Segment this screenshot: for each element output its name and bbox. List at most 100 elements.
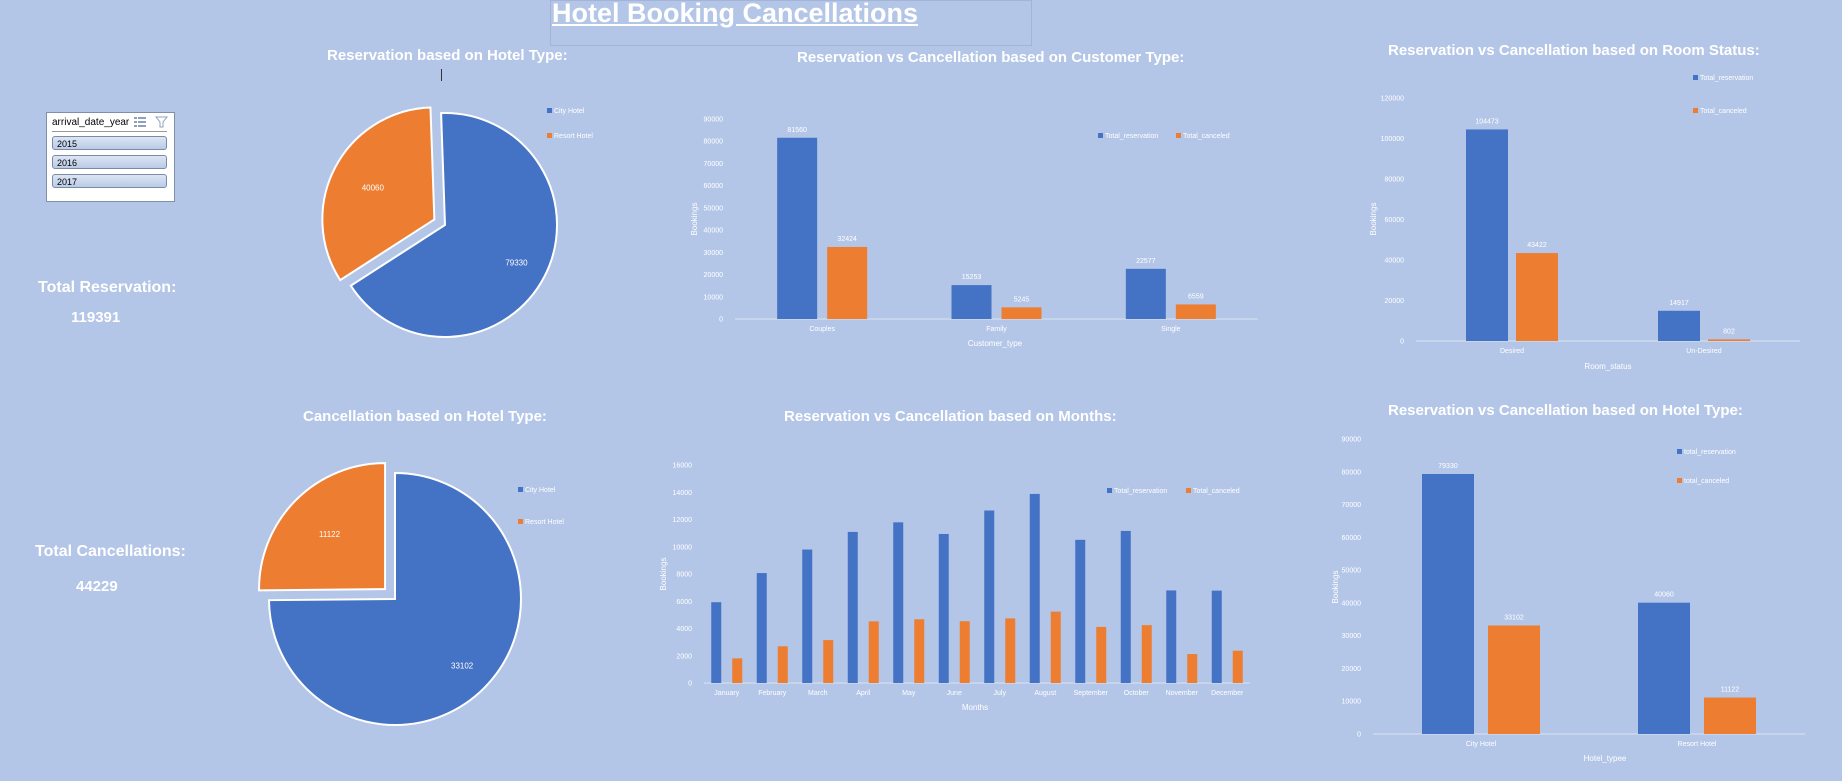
y-tick-label: 60000 xyxy=(704,183,724,190)
bar-total_reservation-resort-hotel xyxy=(1638,602,1690,734)
pie-slice-resort-hotel xyxy=(321,106,436,282)
y-tick-label: 60000 xyxy=(1342,535,1362,542)
y-tick-label: 20000 xyxy=(704,272,724,279)
bar-total_reservation-city-hotel xyxy=(1422,473,1474,734)
y-tick-label: 20000 xyxy=(1342,666,1362,673)
y-tick-label: 70000 xyxy=(1342,502,1362,509)
pie-slice-city-hotel xyxy=(267,471,522,726)
slicer-item-2016[interactable]: 2016 xyxy=(52,155,167,169)
bar-total_canceled-january xyxy=(732,658,743,683)
legend-label: Total_reservation xyxy=(1105,133,1158,140)
x-category-label: June xyxy=(947,690,962,697)
x-category-label: April xyxy=(856,690,870,697)
y-tick-label: 50000 xyxy=(704,205,724,212)
year-slicer[interactable]: arrival_date_year 2015 2016 2017 xyxy=(46,112,175,202)
y-tick-label: 40000 xyxy=(1342,600,1362,607)
slicer-item-2017[interactable]: 2017 xyxy=(52,174,167,188)
y-tick-label: 8000 xyxy=(676,572,692,579)
x-category-label: October xyxy=(1124,690,1150,697)
bar-total_canceled-march xyxy=(823,640,834,683)
total-reservation-label: Total Reservation: xyxy=(38,279,177,296)
y-tick-label: 50000 xyxy=(1342,568,1362,575)
y-tick-label: 10000 xyxy=(673,544,693,551)
bar-total_reservation-december xyxy=(1211,590,1222,683)
bar-total_reservation-un-desired xyxy=(1658,310,1700,341)
bar-total_reservation-march xyxy=(802,549,813,683)
total-reservation-value: 119391 xyxy=(71,309,121,326)
legend-swatch xyxy=(1186,488,1191,493)
bar-total_canceled-city-hotel xyxy=(1488,625,1540,734)
bar-total_reservation-september xyxy=(1075,539,1086,683)
bar-total_reservation-july xyxy=(984,510,995,683)
x-axis-title: Room_status xyxy=(1584,362,1631,371)
multi-select-icon[interactable] xyxy=(134,117,146,127)
slicer-item-2015[interactable]: 2015 xyxy=(52,136,167,150)
legend-label: total_reservation xyxy=(1684,449,1736,456)
bar-data-label: 802 xyxy=(1723,328,1735,335)
bar-total_reservation-single xyxy=(1125,268,1166,319)
dashboard-title: Hotel Booking Cancellations xyxy=(552,0,919,28)
y-tick-label: 120000 xyxy=(1381,96,1404,103)
bar-data-label: 15253 xyxy=(962,274,982,281)
bar-data-label: 32424 xyxy=(837,236,857,243)
x-category-label: Resort Hotel xyxy=(1678,741,1717,748)
y-tick-label: 0 xyxy=(1400,339,1404,346)
bar-total_canceled-september xyxy=(1096,626,1107,683)
legend-label: Total_canceled xyxy=(1183,133,1230,140)
bar-data-label: 43422 xyxy=(1527,242,1547,249)
pie-data-label: 79330 xyxy=(505,258,528,267)
total-cancellations-label: Total Cancellations: xyxy=(35,543,186,560)
y-tick-label: 10000 xyxy=(704,294,724,301)
bar-total_canceled-couples xyxy=(827,246,868,319)
bar-data-label: 11122 xyxy=(1721,687,1740,694)
bar-total_canceled-july xyxy=(1005,618,1016,683)
bar-data-label: 6559 xyxy=(1188,293,1204,300)
y-tick-label: 80000 xyxy=(1385,177,1405,184)
bar-data-label: 40060 xyxy=(1654,592,1674,599)
bar-total_canceled-august xyxy=(1050,611,1061,683)
bar-data-label: 22577 xyxy=(1136,258,1156,265)
legend-label: Total_reservation xyxy=(1114,488,1167,495)
bar-total_canceled-june xyxy=(959,621,970,683)
y-axis-title: Bookings xyxy=(1369,203,1378,236)
bar-total_canceled-un-desired xyxy=(1708,339,1750,341)
bar-data-label: 5245 xyxy=(1014,296,1030,303)
legend-label: Resort Hotel xyxy=(525,519,564,526)
slicer-divider xyxy=(52,131,167,132)
y-tick-label: 90000 xyxy=(704,117,724,124)
bar-total_reservation-february xyxy=(756,573,767,683)
pie-data-label: 33102 xyxy=(451,662,474,671)
x-category-label: September xyxy=(1074,690,1109,697)
pie-data-label: 11122 xyxy=(319,530,341,539)
y-tick-label: 70000 xyxy=(704,161,724,168)
legend-swatch xyxy=(518,519,523,524)
slicer-header: arrival_date_year xyxy=(52,117,130,128)
y-tick-label: 30000 xyxy=(704,250,724,257)
bar-data-label: 104473 xyxy=(1475,118,1498,125)
legend-label: Total_reservation xyxy=(1700,75,1753,82)
bar-total_reservation-november xyxy=(1166,590,1177,683)
x-category-label: May xyxy=(902,690,916,697)
legend-swatch xyxy=(547,108,552,113)
y-tick-label: 40000 xyxy=(1385,258,1405,265)
y-tick-label: 20000 xyxy=(1385,298,1405,305)
bar-total_reservation-august xyxy=(1029,493,1040,683)
x-category-label: March xyxy=(808,690,828,697)
bar-total_reservation-desired xyxy=(1466,129,1508,341)
legend-label: City Hotel xyxy=(554,108,585,115)
bar-total_reservation-april xyxy=(847,531,858,683)
y-tick-label: 60000 xyxy=(1385,217,1405,224)
y-tick-label: 6000 xyxy=(676,599,692,606)
x-category-label: February xyxy=(758,690,787,697)
y-tick-label: 0 xyxy=(1357,732,1361,739)
x-category-label: Un-Desired xyxy=(1686,348,1722,355)
pie-slice-city-hotel xyxy=(349,112,558,338)
bar-total_reservation-june xyxy=(938,533,949,683)
clear-filter-icon[interactable] xyxy=(154,116,169,128)
legend-swatch xyxy=(1677,449,1682,454)
x-category-label: January xyxy=(714,690,739,697)
